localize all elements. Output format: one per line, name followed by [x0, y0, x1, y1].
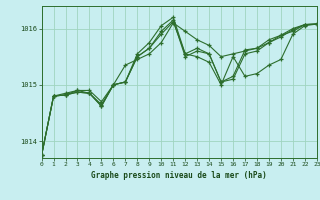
- X-axis label: Graphe pression niveau de la mer (hPa): Graphe pression niveau de la mer (hPa): [91, 171, 267, 180]
